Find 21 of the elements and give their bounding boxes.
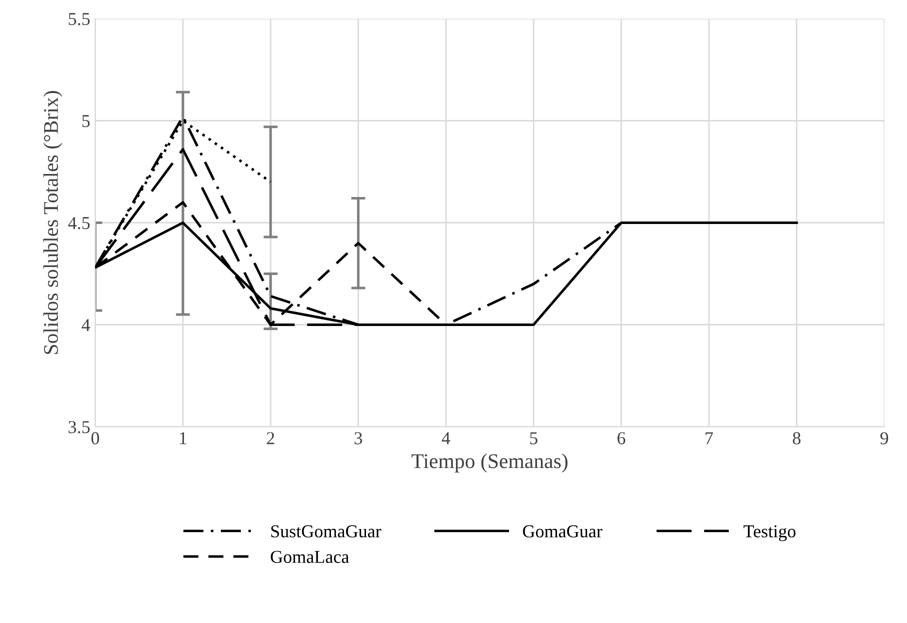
x-tick-label: 2 bbox=[266, 432, 274, 444]
x-tick-label: 1 bbox=[180, 432, 186, 444]
x-tick-label: 8 bbox=[792, 432, 800, 444]
y-tick-label: 4.5 bbox=[68, 217, 90, 230]
x-tick-label: 0 bbox=[91, 432, 100, 444]
x-axis-title: Tiempo (Semanas) bbox=[412, 454, 568, 472]
x-tick-label: 9 bbox=[880, 432, 888, 444]
legend-label: GomaLaca bbox=[270, 550, 350, 563]
x-tick-label: 7 bbox=[706, 432, 713, 444]
legend-label: Testigo bbox=[744, 525, 796, 542]
x-tick-label: 4 bbox=[442, 432, 450, 444]
x-tick-label: 6 bbox=[618, 432, 626, 444]
legend-label: GomaGuar bbox=[522, 525, 602, 538]
y-tick-label: 5 bbox=[82, 115, 90, 128]
x-tick-label: 5 bbox=[530, 432, 538, 444]
y-tick-label: 5.5 bbox=[68, 13, 90, 26]
y-axis-title: Solidos solubles Totales (°Brix) bbox=[43, 91, 62, 354]
y-tick-label: 4 bbox=[82, 319, 90, 332]
x-tick-label: 3 bbox=[354, 432, 362, 444]
legend-label: SustGomaGuar bbox=[271, 525, 382, 538]
y-tick-label: 3.5 bbox=[68, 421, 90, 434]
